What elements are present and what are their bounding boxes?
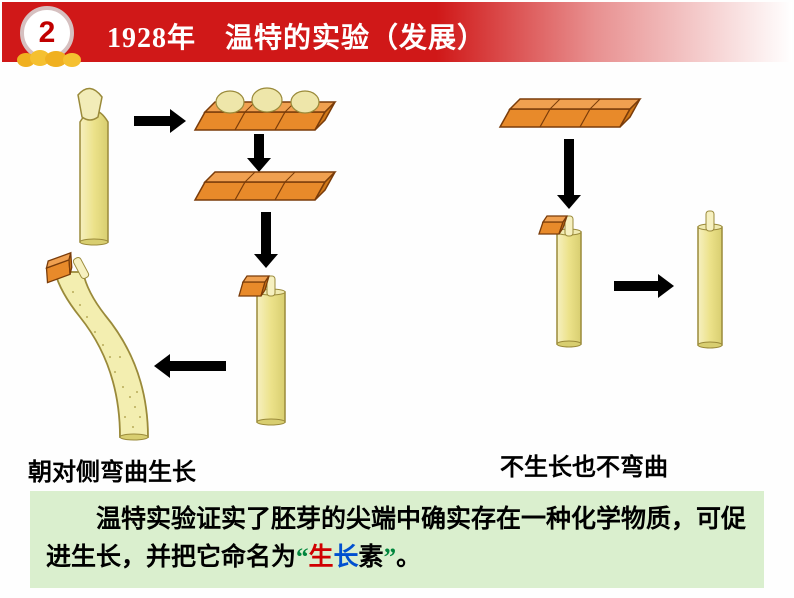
arrow-down-3 [555,137,583,212]
auxin-char-1: 生 [309,544,334,571]
agar-treated [195,170,335,206]
caption-left: 朝对侧弯曲生长 [28,452,196,487]
agar-with-tips [195,82,335,137]
auxin-char-3: 素 [359,544,384,571]
arrow-down-1 [245,132,273,174]
coleoptile-curved [25,257,165,447]
coleoptile-with-tip [60,87,120,247]
quote-open: “ [296,544,309,571]
agar-blank [500,97,640,133]
caption-right: 不生长也不弯曲 [500,447,668,482]
coleoptile-agar-offset [235,272,305,432]
coleoptile-blank-agar [535,212,605,352]
quote-close: ” [384,544,397,571]
arrow-right-2 [610,272,676,300]
diagram-area: 朝对侧弯曲生长 不生长也不弯曲 [0,62,794,492]
slide-header: 2 1928年 温特的实验（发展） [2,2,792,62]
slide-title: 1928年 温特的实验（发展） [107,16,486,56]
conclusion-box: 温特实验证实了胚芽的尖端中确实存在一种化学物质，可促进生长，并把它命名为“生长素… [30,491,764,588]
auxin-char-2: 长 [334,544,359,571]
arrow-down-2 [252,210,280,270]
conclusion-suffix: 。 [396,544,421,571]
coleoptile-no-change [680,207,740,352]
cloud-decoration [16,48,84,68]
arrow-right-1 [130,107,190,135]
section-badge: 2 [20,6,80,66]
